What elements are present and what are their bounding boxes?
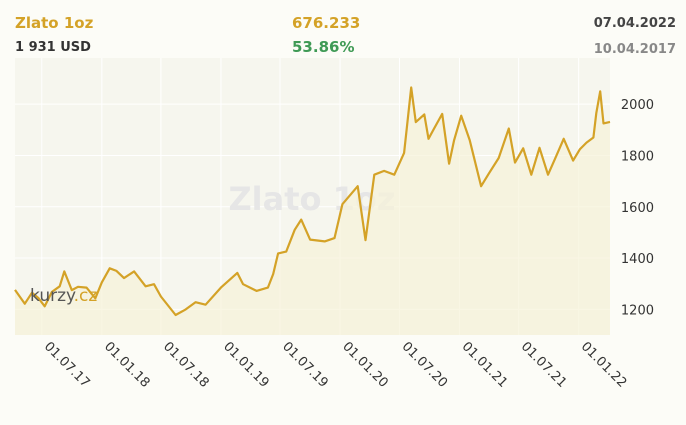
chart-title: Zlato 1oz [15, 14, 94, 32]
x-tick-label: 01.01.20 [339, 339, 391, 391]
x-tick-label: 01.01.21 [459, 339, 511, 391]
price-line [14, 86, 611, 317]
current-price: 1 931 USD [15, 40, 91, 55]
y-axis: 1200 1400 1600 1800 2000 [621, 98, 654, 318]
x-axis: 01.07.17 01.01.18 01.07.18 01.01.19 01.07.19… [41, 339, 629, 391]
y-tick-label: 1800 [621, 149, 654, 164]
start-date: 10.04.2017 [593, 42, 676, 57]
x-tick-label: 01.07.20 [399, 339, 451, 391]
x-tick-label: 01.07.21 [518, 339, 570, 391]
x-tick-label: 01.01.18 [101, 339, 153, 391]
kurzy-logo: kurzy.cz [30, 286, 97, 306]
x-tick-label: 01.07.18 [160, 339, 212, 391]
y-tick-label: 1600 [621, 201, 654, 216]
svg-text:kurzy.cz: kurzy.cz [30, 286, 97, 306]
y-tick-label: 1400 [621, 252, 654, 267]
price-area [15, 87, 610, 335]
y-tick-label: 1200 [621, 303, 654, 318]
y-tick-label: 2000 [621, 98, 654, 113]
x-tick-label: 01.01.19 [220, 339, 272, 391]
logo-suffix: .cz [74, 286, 98, 306]
x-tick-label: 01.07.19 [279, 339, 331, 391]
current-date: 07.04.2022 [593, 16, 676, 31]
x-tick-label: 01.07.17 [41, 339, 93, 391]
series-area [15, 87, 610, 335]
x-tick-label: 01.01.22 [578, 339, 630, 391]
percent-change: 53.86% [292, 38, 355, 56]
logo-main: kurzy [30, 286, 76, 306]
absolute-change: 676.233 [292, 14, 361, 32]
series-line [14, 86, 611, 317]
chart-watermark: Zlato 1oz [228, 180, 395, 218]
